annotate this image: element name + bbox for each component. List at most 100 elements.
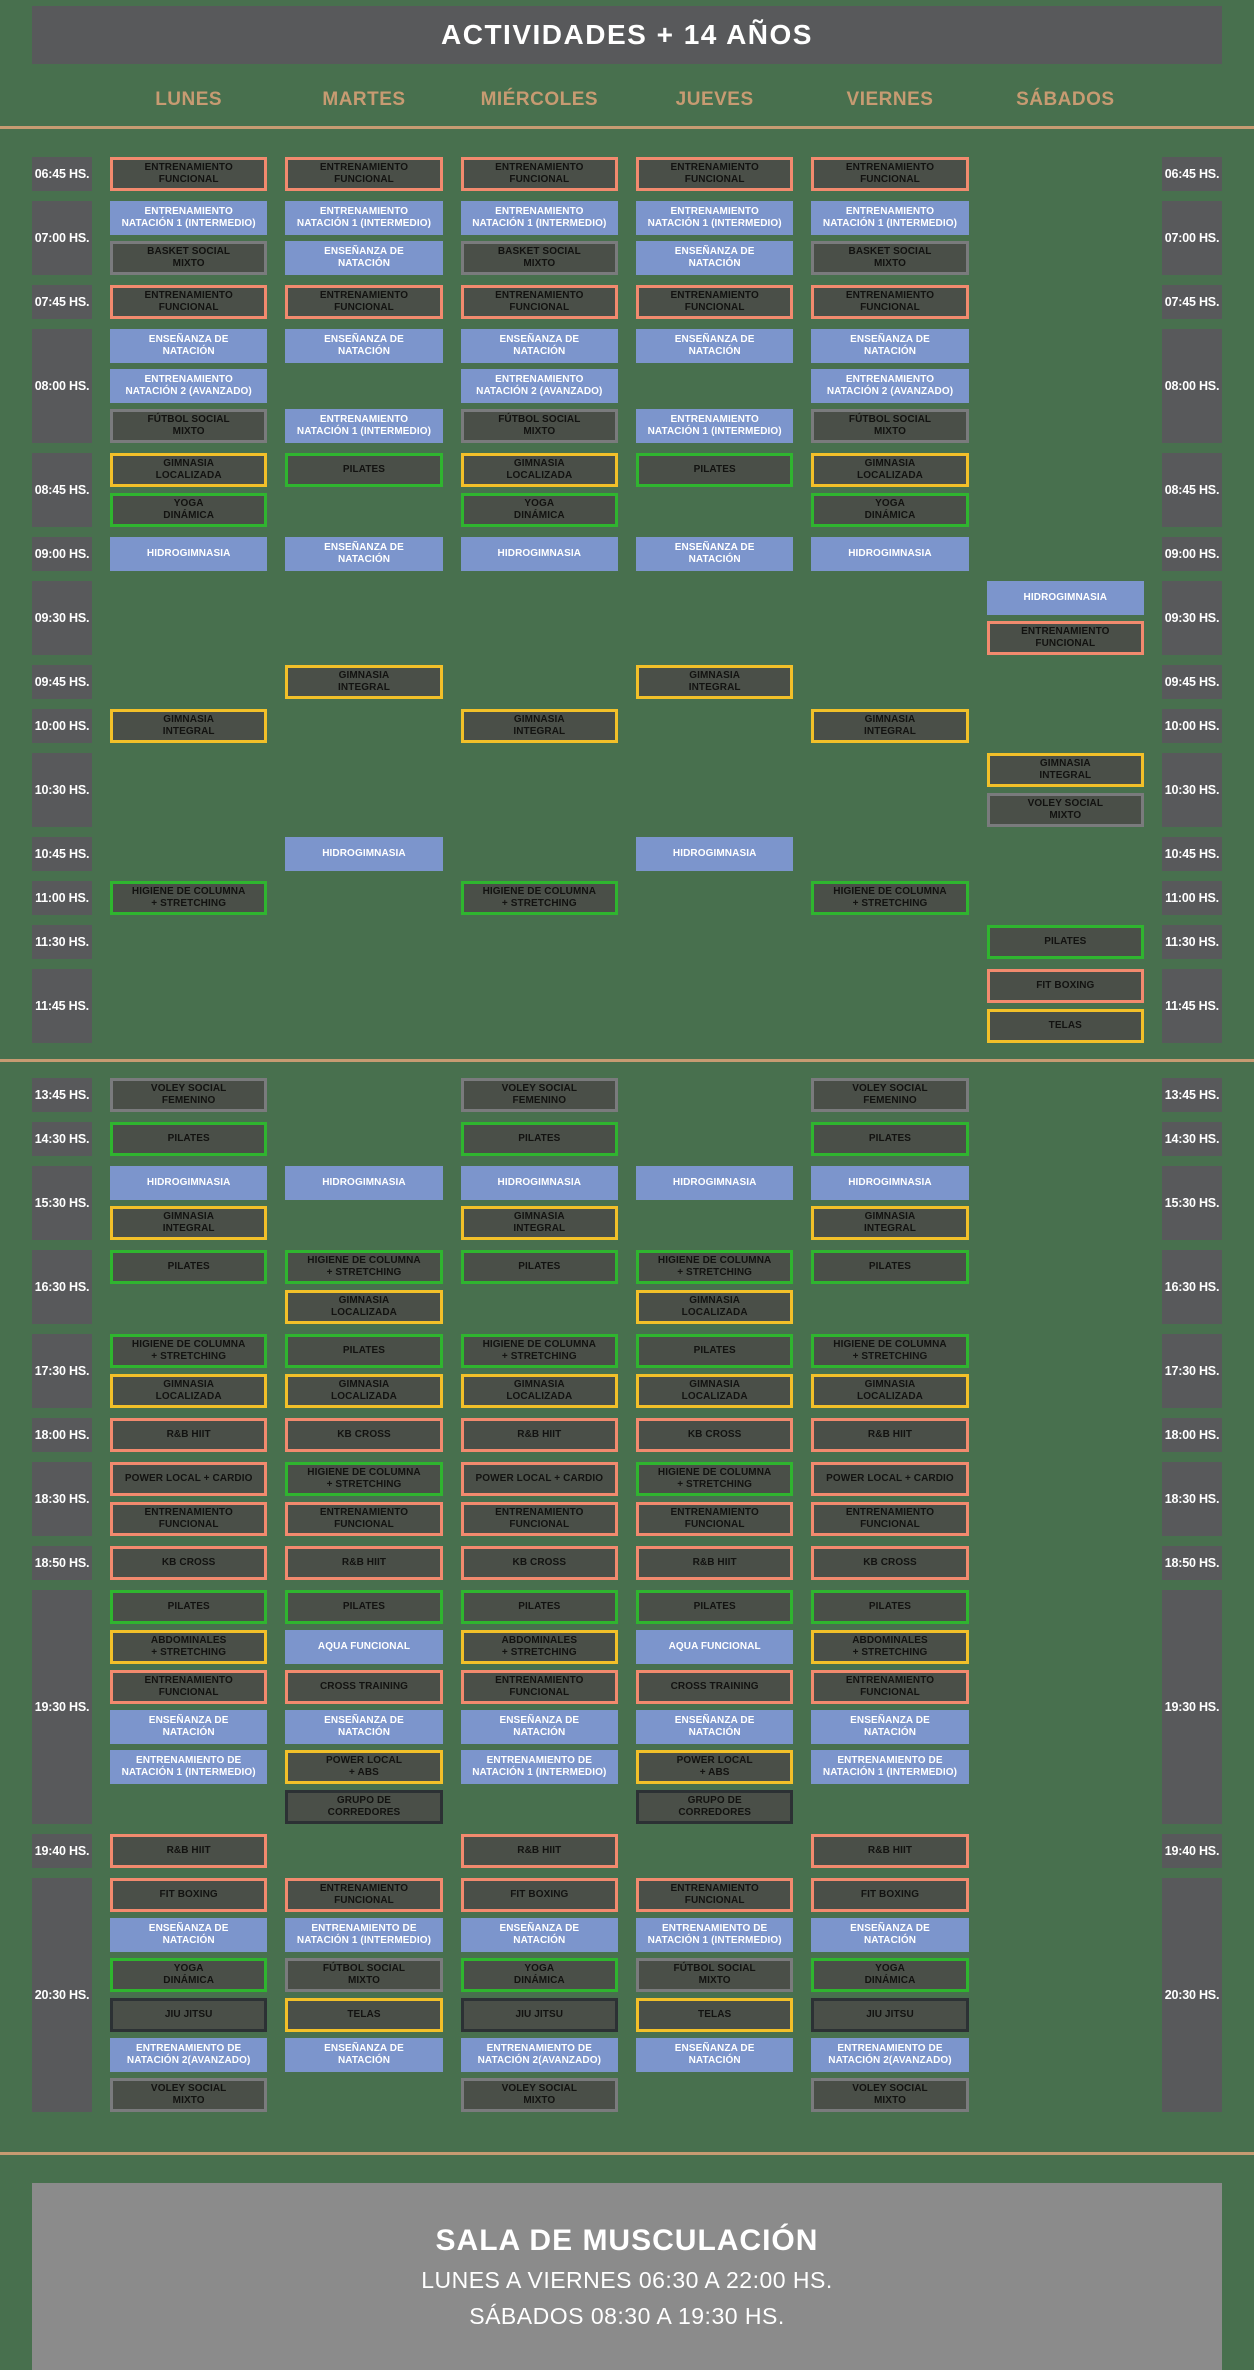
activity-cell: YOGA DINÁMICA: [460, 493, 618, 527]
activity-cell: KB CROSS: [811, 1546, 969, 1580]
activity-cell: JIU JITSU: [460, 1998, 618, 2032]
time-label-left: 17:30 HS.: [32, 1334, 92, 1408]
activity-cell: GIMNASIA LOCALIZADA: [635, 1290, 794, 1324]
activity-cell: ENSEÑANZA DE NATACIÓN: [635, 241, 794, 275]
activity-cell: VOLEY SOCIAL FEMENINO: [811, 1078, 969, 1112]
activity-cell: HIDROGIMNASIA: [986, 581, 1144, 615]
activity-cell: KB CROSS: [460, 1546, 618, 1580]
time-label-right: 08:45 HS.: [1161, 453, 1222, 527]
header-divider-line: [0, 126, 1254, 129]
activity-cell: GIMNASIA INTEGRAL: [460, 1206, 618, 1240]
activity-cell: HIGIENE DE COLUMNA + STRETCHING: [635, 1250, 794, 1284]
activity-cell: ENTRENAMIENTO FUNCIONAL: [110, 285, 268, 319]
activity-cell: GIMNASIA LOCALIZADA: [811, 1374, 969, 1408]
time-slot-group: 08:45 HS. 08:45 HS. GIMNASIA LOCALIZADA PIL…: [32, 453, 1222, 527]
gym-room-info-panel: SALA DE MUSCULACIÓN LUNES A VIERNES 06:3…: [32, 2183, 1222, 2370]
time-label-left: 10:45 HS.: [32, 837, 92, 871]
activity-cell: ENSEÑANZA DE NATACIÓN: [635, 537, 794, 571]
activity-cell: ENTRENAMIENTO NATACIÓN 2 (AVANZADO): [811, 369, 969, 403]
day-header: MARTES: [322, 89, 406, 110]
activity-cell: PILATES: [811, 1122, 969, 1156]
activity-cell: GIMNASIA INTEGRAL: [460, 709, 618, 743]
activity-cell: POWER LOCAL + CARDIO: [811, 1462, 969, 1496]
time-slot-group: 18:50 HS. 18:50 HS. KB CROSS R&B HIIT KB CRO…: [32, 1546, 1222, 1580]
time-label-left: 08:45 HS.: [32, 453, 92, 527]
activity-cell: R&B HIIT: [635, 1546, 794, 1580]
activity-cell: ENTRENAMIENTO NATACIÓN 1 (INTERMEDIO): [811, 201, 969, 235]
activity-cell: ENTRENAMIENTO DE NATACIÓN 1 (INTERMEDIO): [635, 1918, 794, 1952]
activity-cell: FIT BOXING: [811, 1878, 969, 1912]
activity-cell: ENTRENAMIENTO NATACIÓN 2 (AVANZADO): [460, 369, 618, 403]
time-label-right: 11:00 HS.: [1161, 881, 1222, 915]
activity-cell: ENSEÑANZA DE NATACIÓN: [811, 1710, 969, 1744]
time-label-left: 18:30 HS.: [32, 1462, 92, 1536]
time-label-right: 19:40 HS.: [1161, 1834, 1222, 1868]
activity-cell: HIDROGIMNASIA: [285, 837, 443, 871]
time-slot-group: 09:30 HS. 09:30 HS. HIDROGIMNASIA ENTRENAMI…: [32, 581, 1222, 655]
activity-cell: ENTRENAMIENTO FUNCIONAL: [460, 157, 618, 191]
activity-cell: ENTRENAMIENTO FUNCIONAL: [460, 285, 618, 319]
time-slot-group: 11:30 HS. 11:30 HS. PILATES: [32, 925, 1222, 959]
time-label-left: 11:45 HS.: [32, 969, 92, 1043]
footer-divider-line: [0, 2152, 1254, 2155]
activity-cell: PILATES: [635, 1590, 794, 1624]
activity-cell: TELAS: [285, 1998, 443, 2032]
session-divider-line: [0, 1059, 1254, 1062]
time-slot-group: 10:00 HS. 10:00 HS. GIMNASIA INTEGRAL GIMNA…: [32, 709, 1222, 743]
time-label-left: 10:30 HS.: [32, 753, 92, 827]
time-slot-group: 14:30 HS. 14:30 HS. PILATES PILATES PILATES: [32, 1122, 1222, 1156]
day-header-row: LUNES MARTES MIÉRCOLES JUEVES VIERNES SÁBADOS: [0, 88, 1254, 112]
activity-cell: ENTRENAMIENTO DE NATACIÓN 1 (INTERMEDIO): [285, 1918, 443, 1952]
activity-cell: PILATES: [285, 1590, 443, 1624]
activity-cell: ENSEÑANZA DE NATACIÓN: [460, 329, 618, 363]
time-slot-group: 10:45 HS. 10:45 HS. HIDROGIMNASIA HIDROGIMN…: [32, 837, 1222, 871]
time-label-right: 19:30 HS.: [1161, 1590, 1222, 1824]
activity-cell: YOGA DINÁMICA: [460, 1958, 618, 1992]
schedule-morning-session: 06:45 HS. 06:45 HS. ENTRENAMIENTO FUNCIONA…: [0, 129, 1254, 1043]
activity-cell: ENTRENAMIENTO FUNCIONAL: [110, 1502, 268, 1536]
activity-cell: YOGA DINÁMICA: [110, 1958, 268, 1992]
activity-cell: ENSEÑANZA DE NATACIÓN: [811, 1918, 969, 1952]
activity-cell: ENSEÑANZA DE NATACIÓN: [110, 1710, 268, 1744]
activity-cell: ENTRENAMIENTO FUNCIONAL: [811, 1502, 969, 1536]
time-label-right: 14:30 HS.: [1161, 1122, 1222, 1156]
activity-cell: PILATES: [285, 1334, 443, 1368]
activity-cell: ENSEÑANZA DE NATACIÓN: [285, 241, 443, 275]
activity-cell: ENTRENAMIENTO FUNCIONAL: [811, 1670, 969, 1704]
time-slot-group: 13:45 HS. 13:45 HS. VOLEY SOCIAL FEMENINO V…: [32, 1078, 1222, 1112]
activity-cell: ENTRENAMIENTO DE NATACIÓN 2(AVANZADO): [110, 2038, 268, 2072]
activity-cell: BASKET SOCIAL MIXTO: [460, 241, 618, 275]
time-slot-group: 06:45 HS. 06:45 HS. ENTRENAMIENTO FUNCIONA…: [32, 157, 1222, 191]
activity-cell: ABDOMINALES + STRETCHING: [460, 1630, 618, 1664]
time-slot-group: 08:00 HS. 08:00 HS. ENSEÑANZA DE NATACIÓN E…: [32, 329, 1222, 443]
activity-cell: HIGIENE DE COLUMNA + STRETCHING: [285, 1250, 443, 1284]
time-label-right: 16:30 HS.: [1161, 1250, 1222, 1324]
gym-room-weekday-hours: LUNES A VIERNES 06:30 A 22:00 HS.: [421, 2266, 833, 2293]
time-label-left: 09:45 HS.: [32, 665, 92, 699]
activity-cell: ENSEÑANZA DE NATACIÓN: [285, 537, 443, 571]
activity-cell: GIMNASIA LOCALIZADA: [460, 1374, 618, 1408]
activity-cell: PILATES: [460, 1590, 618, 1624]
activity-cell: VOLEY SOCIAL FEMENINO: [110, 1078, 268, 1112]
time-slot-group: 18:00 HS. 18:00 HS. R&B HIIT KB CROSS R&B HI…: [32, 1418, 1222, 1452]
time-slot-group: 11:00 HS. 11:00 HS. HIGIENE DE COLUMNA + S…: [32, 881, 1222, 915]
activity-cell: ENTRENAMIENTO FUNCIONAL: [811, 285, 969, 319]
activity-cell: R&B HIIT: [460, 1834, 618, 1868]
time-label-left: 10:00 HS.: [32, 709, 92, 743]
activity-cell: ENSEÑANZA DE NATACIÓN: [110, 1918, 268, 1952]
time-label-left: 08:00 HS.: [32, 329, 92, 443]
activity-cell: ENTRENAMIENTO FUNCIONAL: [635, 157, 794, 191]
time-label-right: 17:30 HS.: [1161, 1334, 1222, 1408]
activity-cell: R&B HIIT: [811, 1834, 969, 1868]
activity-cell: HIGIENE DE COLUMNA + STRETCHING: [110, 1334, 268, 1368]
activity-cell: R&B HIIT: [460, 1418, 618, 1452]
activity-cell: JIU JITSU: [811, 1998, 969, 2032]
activity-cell: PILATES: [285, 453, 443, 487]
activity-cell: ABDOMINALES + STRETCHING: [811, 1630, 969, 1664]
activity-cell: GIMNASIA LOCALIZADA: [285, 1374, 443, 1408]
activity-cell: POWER LOCAL + CARDIO: [110, 1462, 268, 1496]
activity-cell: FÚTBOL SOCIAL MIXTO: [811, 409, 969, 443]
activity-cell: VOLEY SOCIAL MIXTO: [110, 2078, 268, 2112]
time-label-left: 19:40 HS.: [32, 1834, 92, 1868]
time-label-left: 09:30 HS.: [32, 581, 92, 655]
